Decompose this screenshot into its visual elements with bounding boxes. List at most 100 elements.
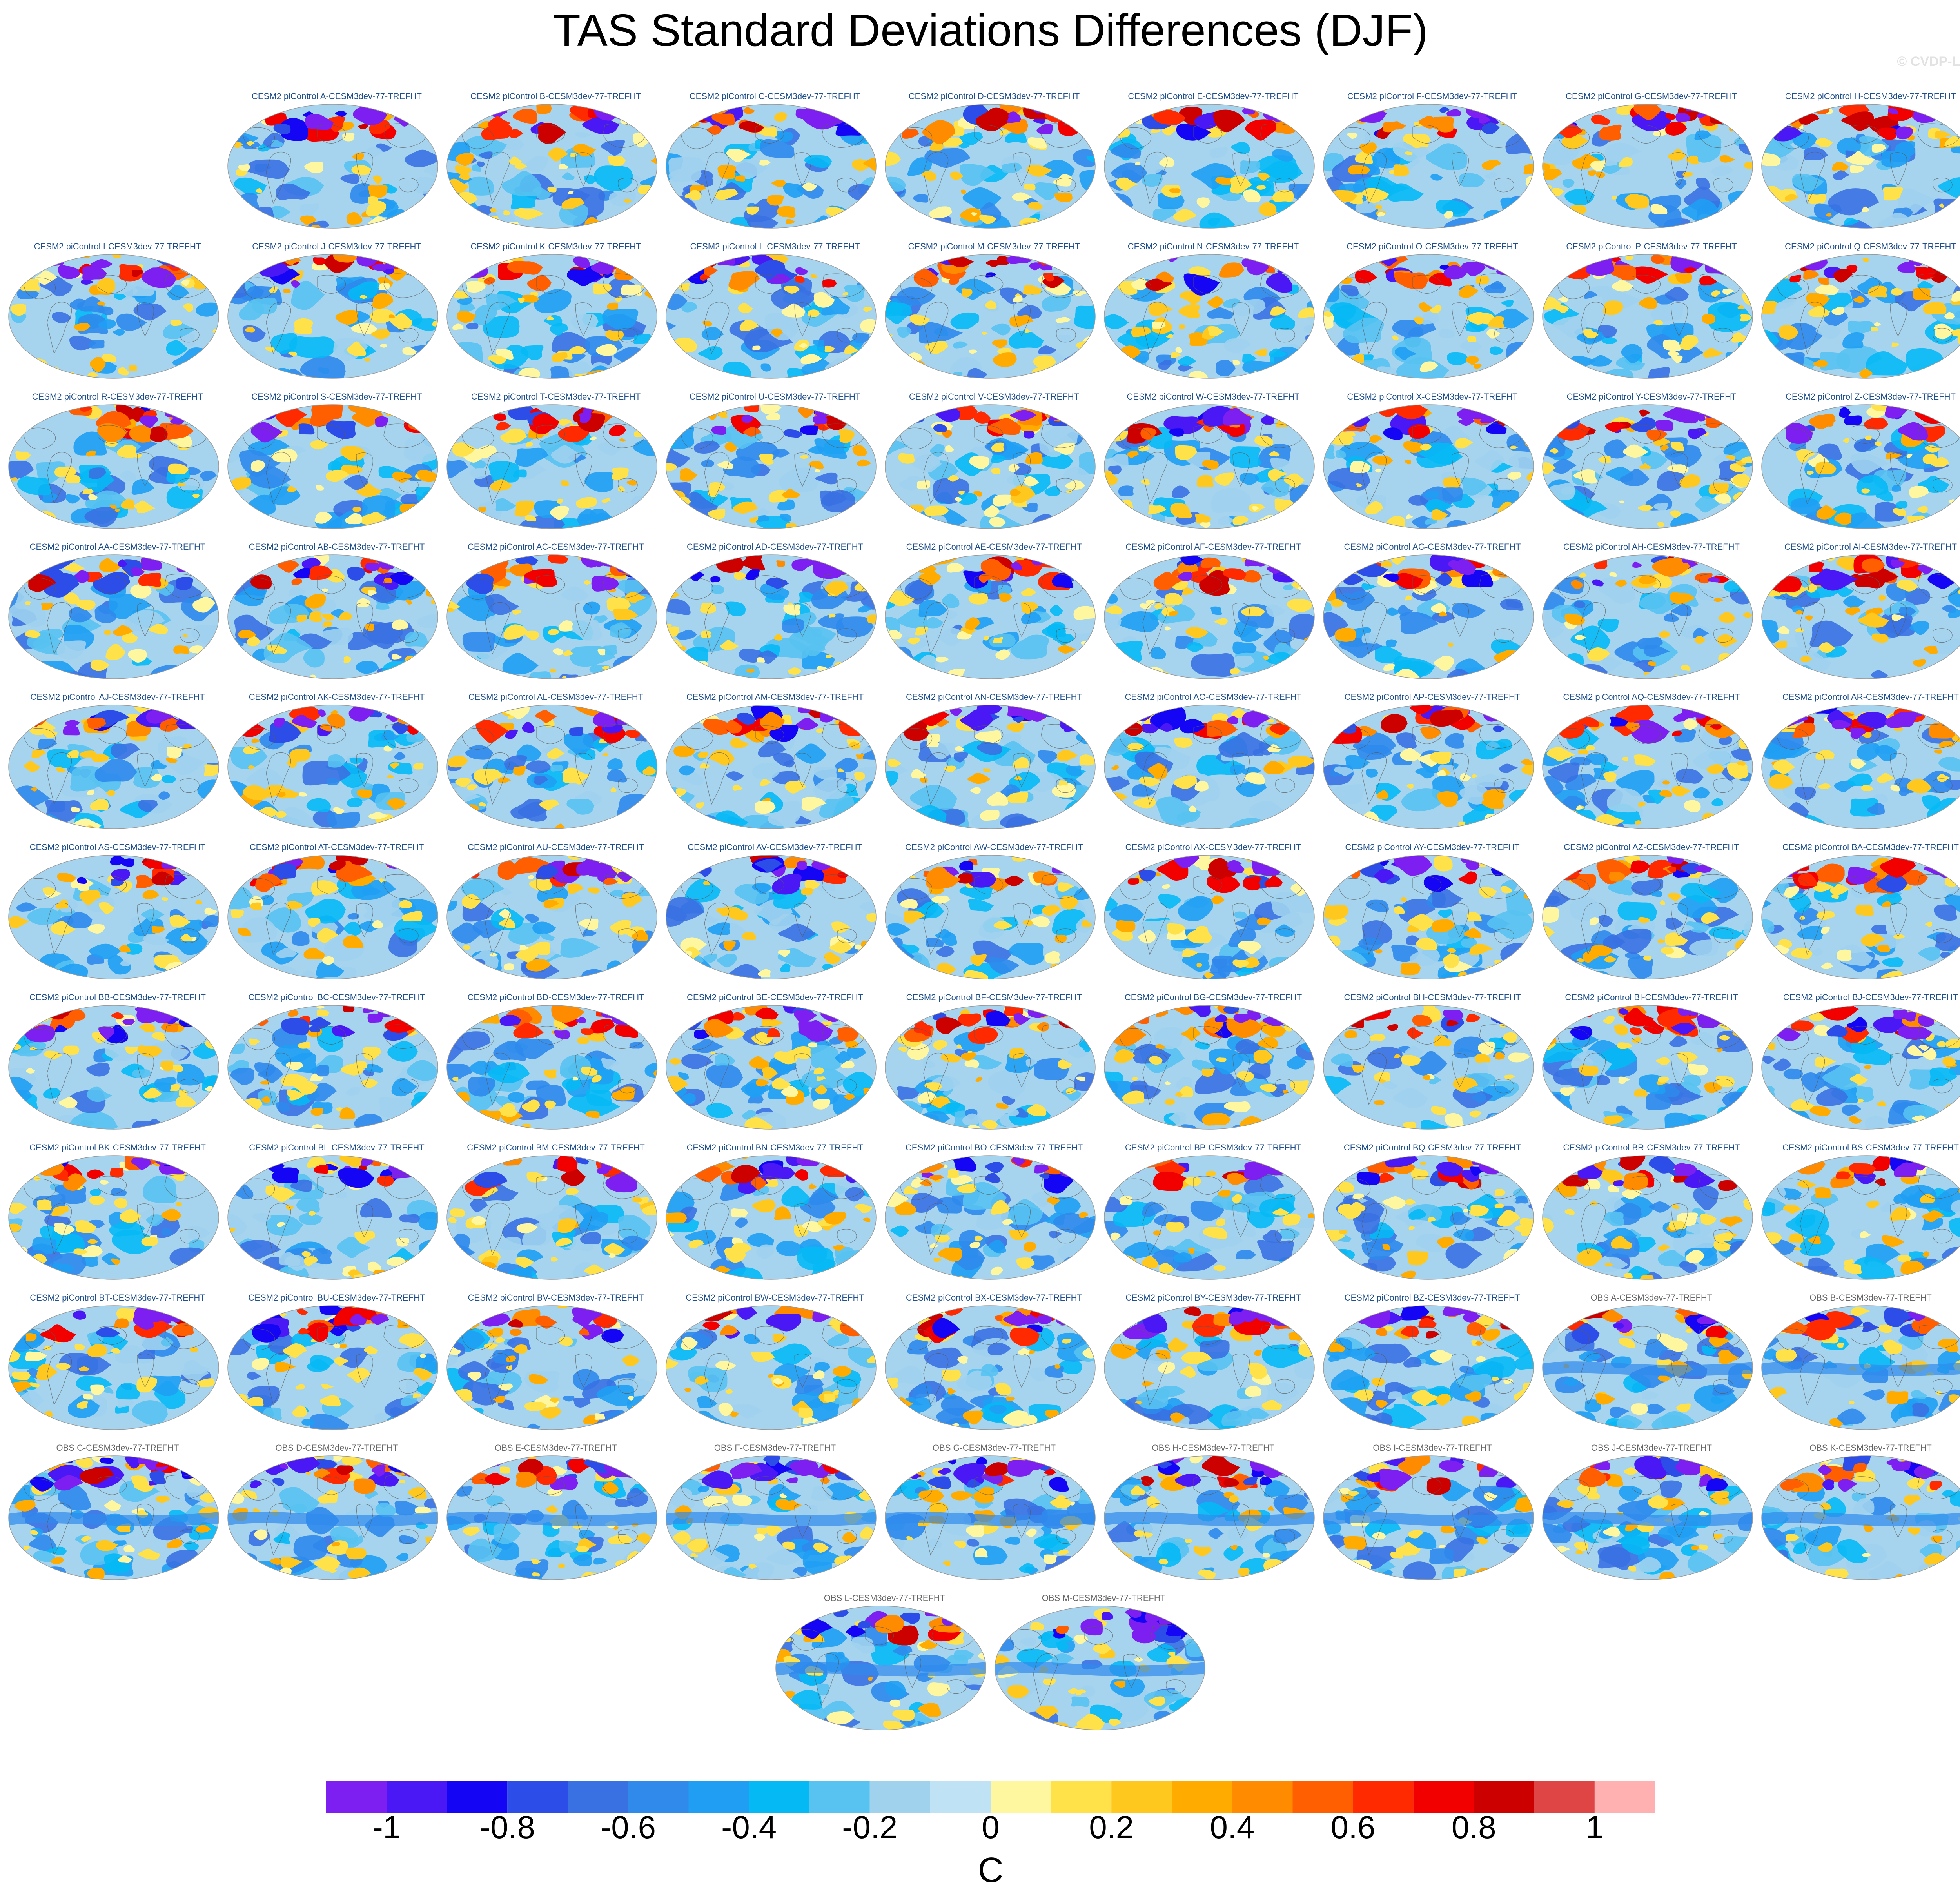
field-blob xyxy=(150,760,168,769)
field-blob xyxy=(931,895,951,904)
map-panel: CESM2 piControl G-CESM3dev-77-TREFHT xyxy=(1542,89,1761,238)
field-blob xyxy=(1564,613,1585,625)
field-blob xyxy=(1123,372,1154,378)
field-blob xyxy=(411,505,438,529)
field-blob xyxy=(1499,763,1518,773)
field-blob xyxy=(151,773,162,781)
field-blob xyxy=(1955,210,1960,220)
field-blob xyxy=(1688,428,1707,440)
field-blob xyxy=(464,405,489,416)
field-blob xyxy=(639,811,657,825)
field-blob xyxy=(241,518,256,527)
field-blob xyxy=(1243,957,1260,968)
field-blob xyxy=(838,768,844,772)
field-blob xyxy=(1169,188,1181,193)
field-blob xyxy=(1831,720,1852,729)
field-blob xyxy=(1195,514,1211,524)
field-blob xyxy=(1383,427,1403,440)
field-blob xyxy=(1006,254,1034,264)
field-blob xyxy=(416,361,425,365)
coastline xyxy=(1452,152,1469,187)
field-blob xyxy=(356,661,379,674)
field-blob xyxy=(1234,299,1266,316)
field-blob xyxy=(985,300,997,309)
field-blob xyxy=(1270,313,1295,330)
coastline xyxy=(266,151,291,204)
coastline xyxy=(1193,575,1223,594)
global-map xyxy=(227,1005,438,1130)
field-blob xyxy=(1232,641,1257,654)
field-blob xyxy=(141,908,165,922)
field-blob xyxy=(1665,113,1677,120)
field-blob xyxy=(1942,876,1960,896)
field-blob xyxy=(1171,352,1181,358)
field-blob xyxy=(570,313,599,332)
field-blob xyxy=(1055,317,1071,323)
global-map xyxy=(1761,705,1960,829)
field-blob xyxy=(1467,912,1482,921)
field-blob xyxy=(416,613,438,629)
field-blob xyxy=(960,208,981,223)
field-blob xyxy=(468,176,494,196)
field-blob xyxy=(1696,177,1711,190)
field-blob xyxy=(323,621,332,627)
panel-title: CESM2 piControl Y-CESM3dev-77-TREFHT xyxy=(1566,392,1737,402)
field-blob xyxy=(549,366,573,378)
field-blob xyxy=(1886,452,1902,460)
field-blob xyxy=(455,153,474,166)
coastline xyxy=(383,273,426,298)
field-blob xyxy=(478,507,486,512)
field-blob xyxy=(44,1050,63,1059)
field-blob xyxy=(464,707,480,716)
field-blob xyxy=(1421,312,1439,325)
field-blob xyxy=(1953,509,1960,527)
coastline xyxy=(974,876,1004,894)
field-blob xyxy=(971,212,978,216)
field-blob xyxy=(890,653,903,661)
global-map xyxy=(1542,104,1753,229)
global-map xyxy=(446,855,657,979)
field-blob xyxy=(139,415,158,428)
coastline xyxy=(822,273,864,298)
field-blob xyxy=(968,899,994,912)
map-panel: CESM2 piControl AH-CESM3dev-77-TREFHT xyxy=(1542,540,1761,689)
coastline xyxy=(1479,273,1522,298)
coastline xyxy=(1013,753,1031,787)
field-blob xyxy=(71,807,80,812)
field-blob xyxy=(168,463,189,474)
field-blob xyxy=(415,487,438,506)
field-blob xyxy=(405,599,412,605)
field-blob xyxy=(975,730,1002,743)
global-map xyxy=(885,104,1096,229)
field-blob xyxy=(920,778,928,783)
field-blob xyxy=(1494,960,1514,974)
field-blob xyxy=(204,659,219,669)
field-blob xyxy=(1940,952,1957,959)
field-blob xyxy=(622,892,642,907)
field-blob xyxy=(929,743,958,760)
field-blob xyxy=(1588,170,1597,176)
field-blob xyxy=(621,523,636,529)
map-panel: CESM2 piControl AC-CESM3dev-77-TREFHT xyxy=(446,540,666,689)
field-blob xyxy=(1809,561,1824,572)
field-blob xyxy=(390,313,412,330)
field-blob xyxy=(1896,501,1908,509)
field-blob xyxy=(80,750,97,758)
field-blob xyxy=(173,966,194,976)
field-blob xyxy=(1799,916,1805,920)
field-blob xyxy=(1866,351,1908,376)
field-blob xyxy=(409,958,428,969)
panel-title: CESM2 piControl P-CESM3dev-77-TREFHT xyxy=(1566,242,1737,251)
field-blob xyxy=(866,913,876,922)
field-blob xyxy=(150,1006,158,1010)
field-blob xyxy=(1215,360,1236,377)
field-blob xyxy=(1054,193,1073,203)
field-blob xyxy=(1891,614,1905,621)
field-blob xyxy=(1393,164,1409,176)
field-blob xyxy=(1218,732,1272,758)
field-blob xyxy=(1441,487,1463,502)
global-map xyxy=(666,705,877,829)
field-blob xyxy=(1346,967,1356,973)
field-blob xyxy=(25,630,41,638)
field-blob xyxy=(1065,765,1082,777)
